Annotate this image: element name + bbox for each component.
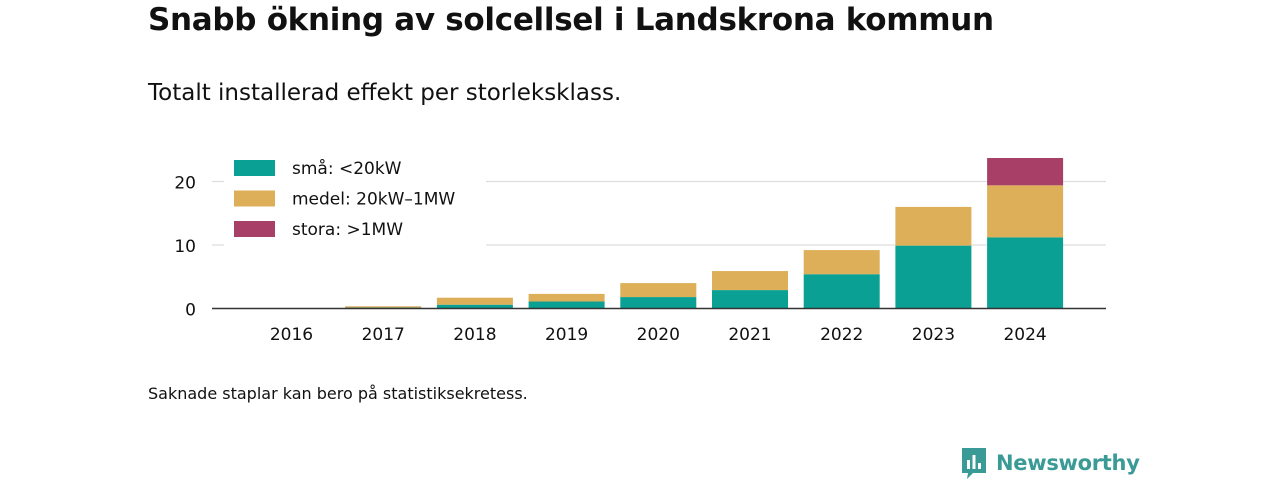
footnote: Saknade staplar kan bero på statistiksek… xyxy=(148,384,528,403)
bar-segment-2023-series-2 xyxy=(895,206,972,246)
x-tick-label: 2016 xyxy=(270,325,313,345)
legend-label: medel: 20kW–1MW xyxy=(292,190,455,210)
x-tick-label: 2024 xyxy=(1003,325,1046,345)
bars xyxy=(253,158,1064,309)
bar-segment-2021-series-2 xyxy=(712,271,788,291)
legend-label: stora: >1MW xyxy=(292,220,403,240)
y-tick-label: 0 xyxy=(185,301,196,321)
bar-segment-2022-series-2 xyxy=(803,250,880,275)
bar-segment-2017-series-2 xyxy=(345,306,422,308)
legend-swatch xyxy=(234,190,275,207)
bar-segment-2019-series-2 xyxy=(528,293,605,302)
legend: små: <20kW medel: 20kW–1MW stora: >1MW xyxy=(224,150,486,246)
legend-swatch xyxy=(234,160,275,176)
newsworthy-logo-icon xyxy=(962,448,986,479)
bar-segment-2020-series-1 xyxy=(620,297,697,309)
chart-title: Snabb ökning av solcellsel i Landskrona … xyxy=(148,2,994,38)
bar-segment-2019-series-1 xyxy=(528,301,605,309)
bar-segment-2024-series-2 xyxy=(987,185,1064,238)
bar-segment-2021-series-1 xyxy=(712,290,788,309)
y-tick-labels: 0 10 20 xyxy=(174,174,196,321)
x-tick-label: 2020 xyxy=(637,325,680,345)
y-tick-label: 10 xyxy=(174,237,196,257)
x-tick-label: 2018 xyxy=(453,325,496,345)
brand-name: Newsworthy xyxy=(996,451,1140,475)
x-tick-label: 2019 xyxy=(545,325,588,345)
chart-subtitle: Totalt installerad effekt per storlekskl… xyxy=(148,80,622,106)
x-tick-labels: 2016 2017 2018 2019 2020 2021 2022 2023 2024 xyxy=(270,325,1047,345)
x-tick-label: 2022 xyxy=(820,325,863,345)
bar-segment-2023-series-1 xyxy=(895,245,972,309)
x-tick-label: 2023 xyxy=(912,325,955,345)
legend-label: små: <20kW xyxy=(292,158,402,179)
bar-segment-2024-series-1 xyxy=(987,237,1064,309)
brand-logo: Newsworthy xyxy=(960,446,1140,480)
bar-segment-2018-series-1 xyxy=(436,304,513,309)
bar-segment-2020-series-2 xyxy=(620,283,697,298)
legend-swatch xyxy=(234,221,275,237)
x-tick-label: 2017 xyxy=(362,325,405,345)
bar-segment-2022-series-1 xyxy=(803,274,880,309)
bar-segment-2024-series-3 xyxy=(987,158,1064,186)
bar-segment-2018-series-2 xyxy=(436,297,513,305)
y-tick-label: 20 xyxy=(174,174,196,194)
x-tick-label: 2021 xyxy=(728,325,771,345)
